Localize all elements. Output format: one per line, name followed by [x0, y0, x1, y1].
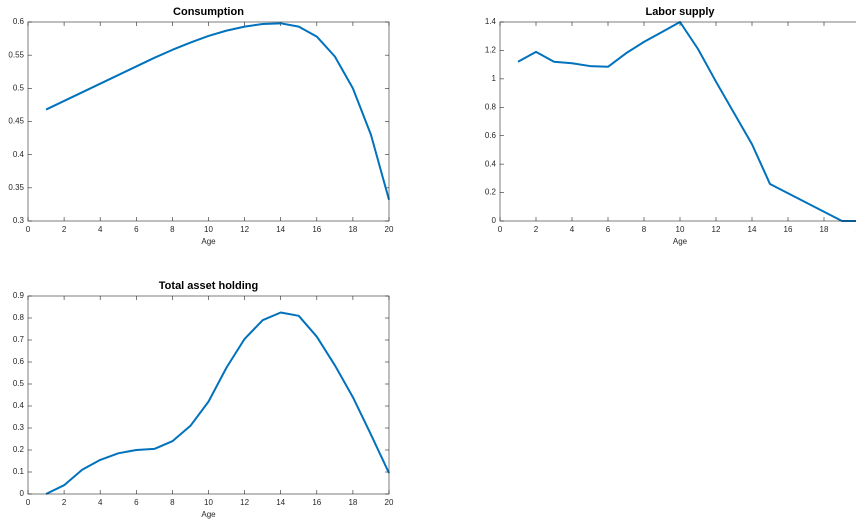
plot-area [500, 22, 856, 221]
x-tick-label: 2 [534, 225, 539, 234]
x-tick-label: 4 [98, 498, 103, 507]
data-line [45, 22, 390, 201]
y-tick-label: 0.35 [8, 183, 24, 192]
x-tick-label: 20 [385, 498, 394, 507]
x-tick-label: 8 [170, 498, 175, 507]
y-tick-label: 0.4 [13, 150, 25, 159]
y-tick-label: 0.6 [485, 131, 497, 140]
x-axis-label: Age [201, 237, 216, 246]
y-tick-label: 0.55 [8, 50, 24, 59]
x-tick-label: 16 [312, 225, 321, 234]
x-tick-label: 8 [642, 225, 647, 234]
y-tick-label: 0.6 [13, 357, 25, 366]
x-tick-label: 6 [134, 498, 139, 507]
x-tick-label: 6 [606, 225, 611, 234]
y-tick-label: 1.2 [485, 46, 497, 55]
y-tick-label: 1.4 [485, 17, 497, 26]
y-tick-label: 0.3 [13, 423, 25, 432]
x-axis-label: Age [673, 237, 688, 246]
data-line [45, 311, 390, 495]
y-tick-label: 0.4 [485, 159, 497, 168]
chart-title: Total asset holding [159, 280, 258, 292]
x-axis-label: Age [201, 510, 216, 519]
y-tick-label: 0.8 [13, 313, 25, 322]
chart-title: Labor supply [645, 6, 715, 18]
axes-box [499, 21, 856, 222]
x-tick-label: 4 [570, 225, 575, 234]
x-tick-label: 14 [276, 225, 285, 234]
x-tick-label: 18 [820, 225, 829, 234]
x-tick-label: 12 [240, 498, 249, 507]
axes-box [27, 21, 390, 222]
y-tick-label: 0.2 [13, 445, 25, 454]
x-tick-label: 20 [385, 225, 394, 234]
x-tick-label: 10 [676, 225, 685, 234]
plot-area [28, 296, 389, 494]
x-tick-label: 0 [26, 498, 31, 507]
x-tick-label: 10 [204, 225, 213, 234]
plot-area [28, 22, 389, 221]
x-tick-label: 18 [348, 498, 357, 507]
x-tick-label: 12 [712, 225, 721, 234]
x-tick-label: 18 [348, 225, 357, 234]
y-tick-label: 0.5 [13, 83, 25, 92]
y-tick-label: 0.3 [13, 216, 25, 225]
y-tick-label: 0.45 [8, 117, 24, 126]
x-tick-label: 10 [204, 498, 213, 507]
y-tick-label: 0.6 [13, 17, 25, 26]
y-tick-label: 0.4 [13, 401, 25, 410]
y-tick-label: 0 [20, 489, 25, 498]
x-tick-label: 0 [26, 225, 31, 234]
x-tick-label: 12 [240, 225, 249, 234]
y-tick-label: 1 [492, 74, 497, 83]
x-tick-label: 2 [62, 225, 67, 234]
chart-title: Consumption [173, 6, 244, 18]
x-tick-label: 14 [748, 225, 757, 234]
data-line [517, 21, 856, 222]
x-tick-label: 6 [134, 225, 139, 234]
y-tick-label: 0.9 [13, 291, 25, 300]
y-tick-label: 0.2 [485, 188, 497, 197]
x-tick-label: 16 [312, 498, 321, 507]
x-tick-label: 2 [62, 498, 67, 507]
x-tick-label: 0 [498, 225, 503, 234]
y-tick-label: 0.7 [13, 335, 25, 344]
x-tick-label: 14 [276, 498, 285, 507]
y-tick-label: 0 [492, 216, 497, 225]
y-tick-label: 0.8 [485, 102, 497, 111]
x-tick-label: 16 [784, 225, 793, 234]
axes-box [27, 295, 390, 495]
y-tick-label: 0.1 [13, 467, 25, 476]
y-tick-label: 0.5 [13, 379, 25, 388]
x-tick-label: 4 [98, 225, 103, 234]
x-tick-label: 8 [170, 225, 175, 234]
